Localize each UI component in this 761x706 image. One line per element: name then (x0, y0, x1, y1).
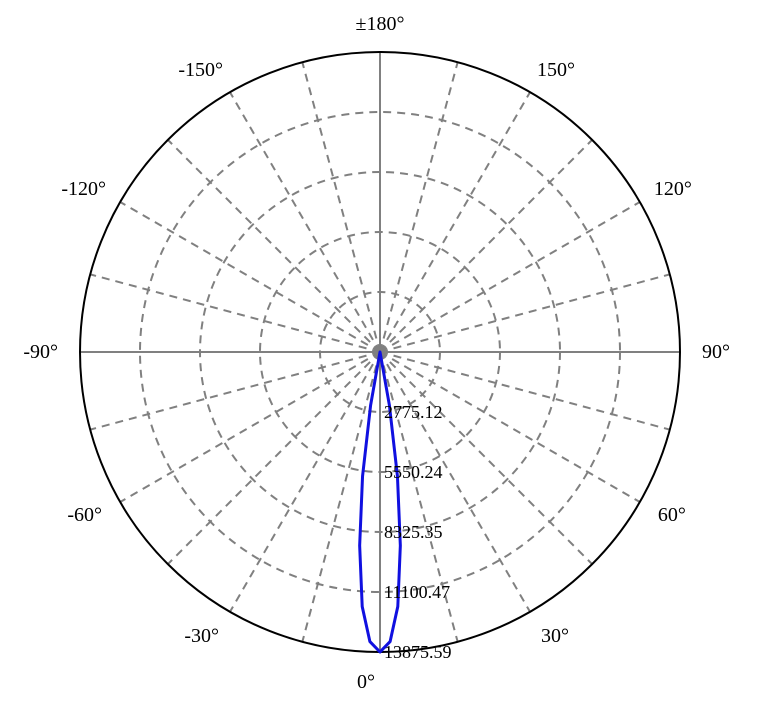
angle-label-120: 120° (654, 178, 692, 200)
angle-label-60: 60° (658, 504, 686, 526)
radial-tick-label: 2775.12 (384, 402, 443, 422)
angle-label-neg60: -60° (67, 504, 102, 526)
radial-tick-label: 11100.47 (384, 582, 450, 602)
angle-label-neg150: -150° (178, 59, 223, 81)
angle-label-30: 30° (541, 625, 569, 647)
radial-tick-label: 13875.59 (384, 642, 452, 662)
angle-label-0: 0° (357, 671, 375, 693)
angle-label-90: 90° (702, 341, 730, 363)
angle-label-neg90: -90° (23, 341, 58, 363)
radial-tick-label: 8325.35 (384, 522, 443, 542)
angle-label-180: ±180° (356, 13, 405, 35)
angle-label-150: 150° (537, 59, 575, 81)
radial-tick-label: 5550.24 (384, 462, 443, 482)
angle-label-neg30: -30° (184, 625, 219, 647)
angle-label-neg120: -120° (61, 178, 106, 200)
polar-chart: 2775.12 5550.24 8325.35 11100.47 13875.59 ±1… (0, 0, 761, 706)
